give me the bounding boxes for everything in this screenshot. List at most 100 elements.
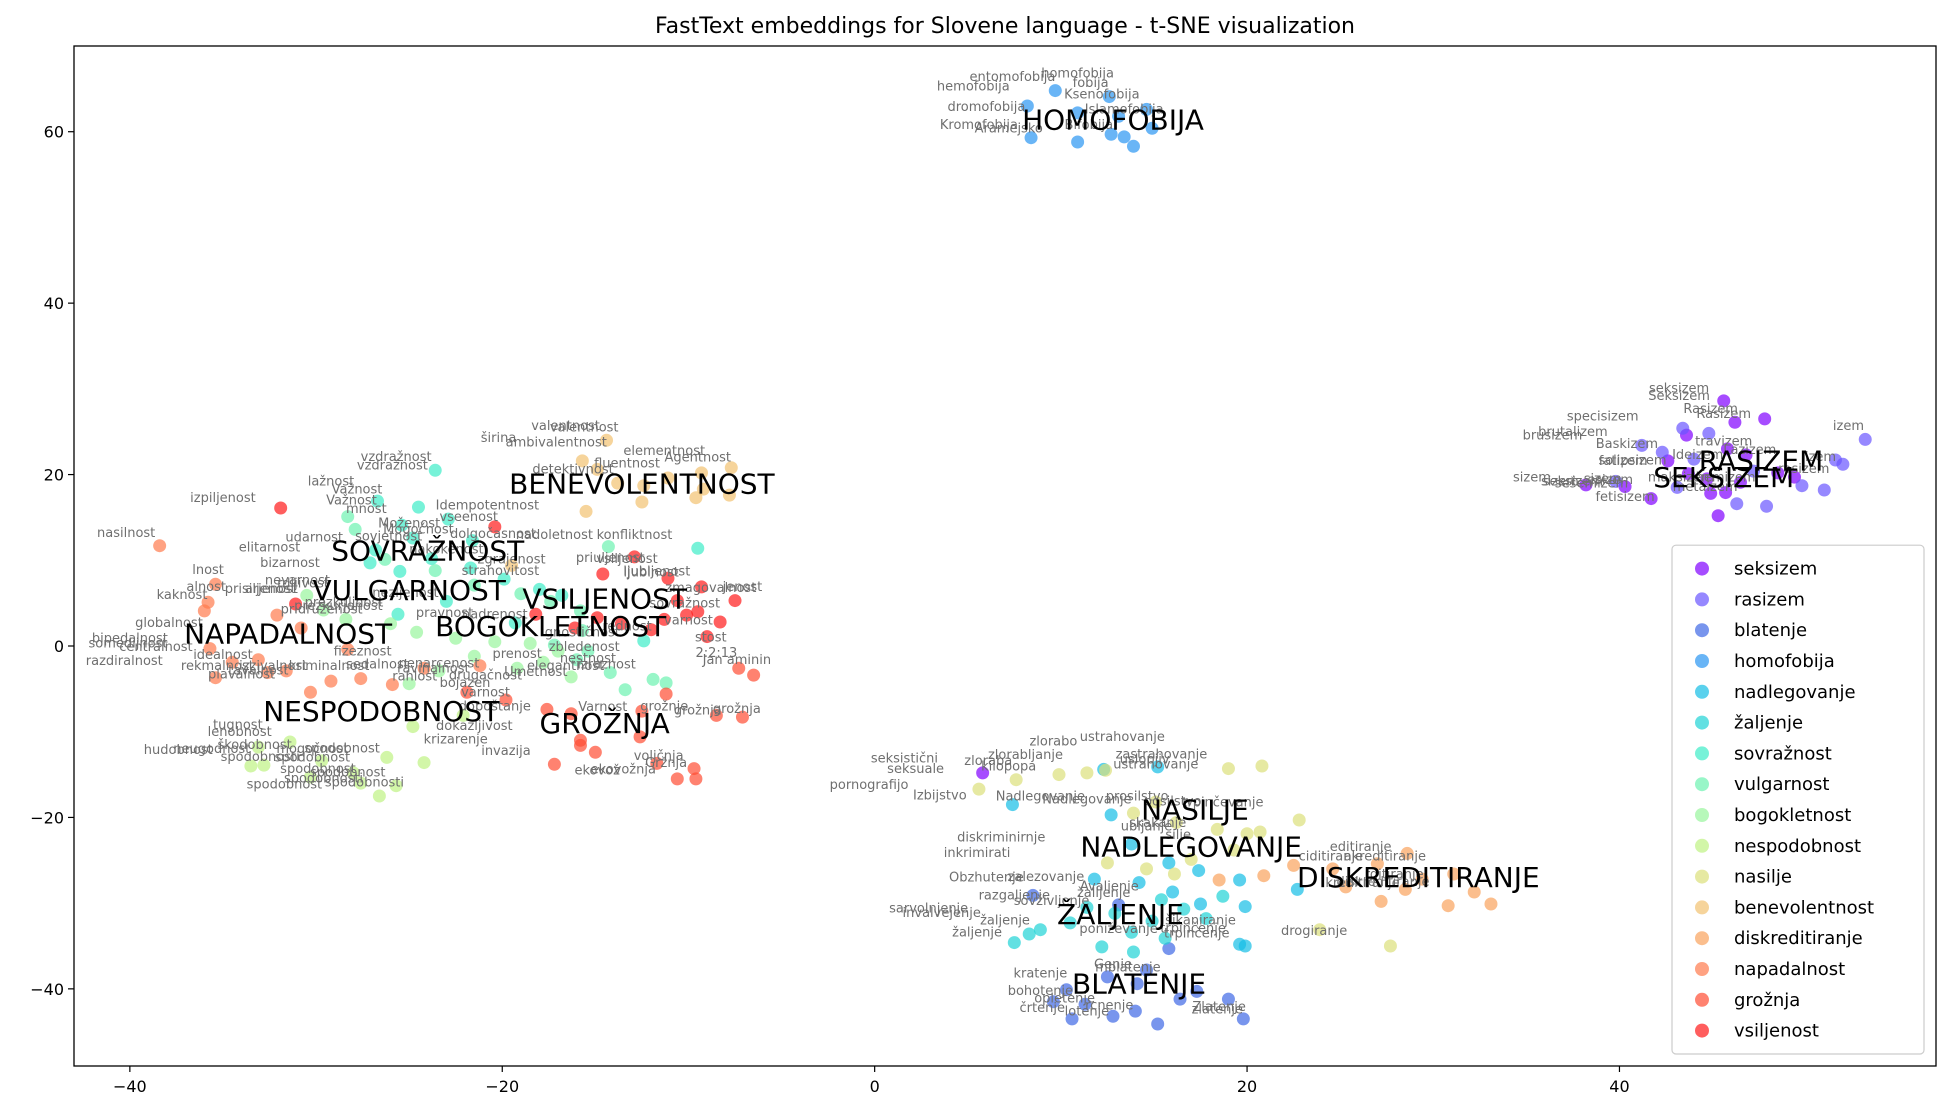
word-label: ekovožnja xyxy=(591,763,656,778)
word-label: izraznost xyxy=(577,657,636,672)
word-label: Seksizem xyxy=(1648,389,1710,404)
word-label: zastrahovanje xyxy=(1116,747,1208,762)
word-label: posilstvo xyxy=(1144,794,1202,809)
data-point xyxy=(1760,499,1774,513)
word-label: lnost xyxy=(192,563,224,578)
legend-marker xyxy=(1695,623,1709,638)
data-point xyxy=(1065,1012,1079,1026)
series-vulgarnost xyxy=(341,510,673,697)
data-point xyxy=(346,766,360,780)
word-label: žaljenje xyxy=(980,914,1030,929)
data-point xyxy=(1236,1012,1250,1026)
data-point xyxy=(1145,121,1159,135)
data-point xyxy=(1173,992,1187,1006)
data-point xyxy=(691,605,705,619)
legend-label: vsiljenost xyxy=(1734,1021,1819,1042)
word-label: fluentnost xyxy=(594,457,660,472)
word-label: lenobnost xyxy=(208,725,272,740)
word-label: pornografijo xyxy=(830,778,909,793)
word-label: specisizem xyxy=(1567,410,1639,425)
data-point xyxy=(1059,983,1073,997)
y-tick-label: −40 xyxy=(30,980,64,999)
word-label: skakanje xyxy=(1129,816,1186,831)
data-point xyxy=(391,607,405,621)
word-label: prenost xyxy=(492,647,541,662)
word-label: sešemizem xyxy=(1555,476,1628,491)
word-label: spodobnost xyxy=(247,777,323,792)
legend-label: blatenje xyxy=(1734,620,1807,641)
word-label: rcnenje xyxy=(1085,998,1133,1013)
data-point xyxy=(384,617,398,631)
data-point xyxy=(1287,858,1301,872)
word-label: Lazizem xyxy=(1723,443,1776,458)
data-point xyxy=(197,604,211,618)
legend-label: diskreditiranje xyxy=(1734,928,1863,949)
data-point xyxy=(1255,759,1269,773)
data-point xyxy=(540,702,554,716)
cluster-label: BOGOKLETNOST xyxy=(435,610,667,643)
word-label: brutalizem xyxy=(1538,425,1608,440)
legend-marker xyxy=(1695,962,1709,976)
word-label: trpinčenje xyxy=(1160,921,1226,936)
word-label: valentnost xyxy=(531,419,600,434)
word-label: kriminalnost xyxy=(289,659,370,674)
x-tick-label: −40 xyxy=(113,1077,147,1096)
word-label: mnost xyxy=(346,502,387,517)
data-point xyxy=(1370,857,1384,871)
series-bogokletnost xyxy=(300,588,578,691)
word-label: hemizem xyxy=(1696,470,1756,485)
data-point xyxy=(324,674,338,688)
data-point xyxy=(1128,1004,1142,1018)
word-label: zlorabljanje xyxy=(988,748,1063,763)
data-point xyxy=(1149,795,1163,809)
word-label: sedalnost xyxy=(346,657,409,672)
data-point xyxy=(499,693,513,707)
data-point xyxy=(467,578,481,592)
data-point xyxy=(1720,442,1734,456)
chart-title: FastText embeddings for Slovene language… xyxy=(655,14,1355,39)
legend-label: sovražnost xyxy=(1734,743,1832,764)
word-label: sovživljenje xyxy=(1014,894,1090,909)
data-point xyxy=(523,636,537,650)
word-label: metaizem xyxy=(1673,480,1738,495)
word-label: rekmalnost xyxy=(181,659,254,674)
legend-entry: homofobija xyxy=(1695,651,1835,672)
word-label: diskreditiranje xyxy=(1337,875,1430,890)
word-label: inkrimirati xyxy=(944,846,1011,861)
word-label: esizem xyxy=(1587,473,1633,488)
data-point xyxy=(603,666,617,680)
cluster-label: ŽALJENJE xyxy=(1057,897,1184,931)
data-point xyxy=(1609,474,1623,488)
data-point xyxy=(1145,914,1159,928)
word-label: elementnost xyxy=(623,444,705,459)
word-label: travizem xyxy=(1695,434,1752,449)
data-point xyxy=(1007,936,1021,950)
data-point xyxy=(203,642,217,656)
data-point xyxy=(1020,99,1034,113)
legend-label: grožnja xyxy=(1734,990,1800,1011)
data-point xyxy=(303,685,317,699)
data-point xyxy=(1194,897,1208,911)
word-label: kilopopa xyxy=(981,759,1036,774)
cluster-label: DISKREDITIRANJE xyxy=(1297,861,1540,894)
cluster-label: NAPADALNOST xyxy=(184,618,393,651)
data-point xyxy=(341,642,355,656)
word-label: Agentnost xyxy=(664,451,731,466)
data-point xyxy=(257,758,271,772)
word-label: tavalnost xyxy=(228,663,288,678)
word-label: drugačnost xyxy=(449,668,522,683)
data-point xyxy=(441,512,455,526)
data-point xyxy=(555,588,569,602)
data-point xyxy=(505,558,519,572)
data-point xyxy=(590,462,604,476)
data-point xyxy=(1080,766,1094,780)
legend-marker xyxy=(1695,869,1709,884)
data-point xyxy=(244,759,258,773)
word-label: nezljenost xyxy=(372,586,438,601)
word-label: rasizem xyxy=(1778,462,1829,477)
word-label: gnostičnost xyxy=(545,626,620,641)
word-label: spodobnost xyxy=(275,751,351,766)
data-point xyxy=(1702,426,1716,440)
data-point xyxy=(661,471,675,485)
word-label: prosilstvo xyxy=(1106,789,1169,804)
